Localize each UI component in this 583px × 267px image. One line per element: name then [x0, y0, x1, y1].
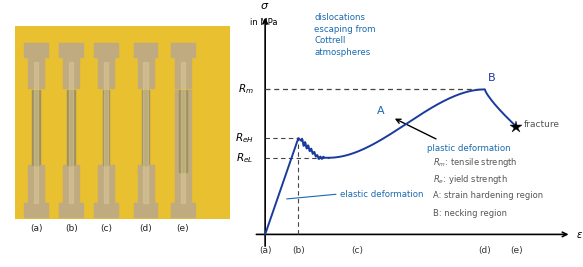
Bar — [143, 62, 148, 203]
Bar — [24, 43, 48, 57]
Bar — [175, 57, 191, 88]
Polygon shape — [40, 165, 44, 172]
Text: ε  in %: ε in % — [577, 230, 583, 241]
Text: B: B — [487, 73, 495, 83]
Bar — [63, 172, 79, 203]
Text: (b): (b) — [65, 224, 78, 233]
Text: $R_{eH}$: $R_{eH}$ — [234, 131, 254, 145]
Bar — [179, 90, 187, 172]
Bar — [138, 57, 154, 88]
Bar — [94, 203, 118, 217]
Bar — [34, 62, 38, 203]
Bar — [104, 62, 108, 203]
Bar — [28, 172, 44, 203]
Text: dislocations
escaping from
Cottrell
atmospheres: dislocations escaping from Cottrell atmo… — [314, 13, 376, 57]
Bar — [28, 165, 44, 172]
Bar — [175, 172, 191, 203]
Bar — [103, 90, 110, 165]
Bar — [138, 165, 154, 172]
Text: in MPa: in MPa — [250, 18, 278, 27]
Text: (e): (e) — [177, 224, 189, 233]
Text: B: necking region: B: necking region — [433, 209, 507, 218]
Text: A: strain hardening region: A: strain hardening region — [433, 191, 543, 200]
Bar — [24, 203, 48, 217]
Text: $R_m$: $R_m$ — [238, 83, 254, 96]
Text: (d): (d) — [139, 224, 152, 233]
Text: σ: σ — [260, 1, 267, 11]
Bar — [28, 57, 44, 88]
Text: $R_m$: tensile strength: $R_m$: tensile strength — [433, 156, 517, 169]
Bar — [63, 57, 79, 88]
Bar — [138, 172, 154, 203]
Bar — [67, 90, 75, 165]
Text: (d): (d) — [478, 246, 491, 255]
Bar — [98, 165, 114, 172]
Bar — [171, 203, 195, 217]
Bar — [142, 90, 149, 165]
Polygon shape — [110, 165, 114, 172]
Bar — [32, 90, 40, 165]
Text: (c): (c) — [352, 246, 364, 255]
Bar — [59, 203, 83, 217]
Polygon shape — [28, 165, 32, 172]
Bar — [181, 62, 185, 203]
Bar — [63, 165, 79, 172]
Polygon shape — [63, 165, 67, 172]
Polygon shape — [138, 165, 142, 172]
Bar — [98, 172, 114, 203]
Text: A: A — [377, 106, 385, 116]
Text: (c): (c) — [100, 224, 112, 233]
Text: $R_e$: yield strength: $R_e$: yield strength — [433, 173, 507, 186]
Bar — [98, 57, 114, 88]
Text: (e): (e) — [510, 246, 523, 255]
Bar — [134, 43, 157, 57]
Bar — [134, 203, 157, 217]
Text: (a): (a) — [259, 246, 271, 255]
Text: (b): (b) — [292, 246, 305, 255]
Bar — [171, 43, 195, 57]
Text: fracture: fracture — [524, 120, 560, 129]
Bar — [69, 62, 73, 203]
Text: $R_{eL}$: $R_{eL}$ — [236, 151, 254, 165]
Bar — [94, 43, 118, 57]
Polygon shape — [149, 165, 154, 172]
Polygon shape — [98, 165, 103, 172]
Polygon shape — [75, 165, 79, 172]
FancyBboxPatch shape — [15, 26, 230, 219]
Text: elastic deformation: elastic deformation — [340, 190, 424, 198]
Text: plastic deformation: plastic deformation — [427, 144, 511, 153]
Bar — [59, 43, 83, 57]
Text: (a): (a) — [30, 224, 43, 233]
